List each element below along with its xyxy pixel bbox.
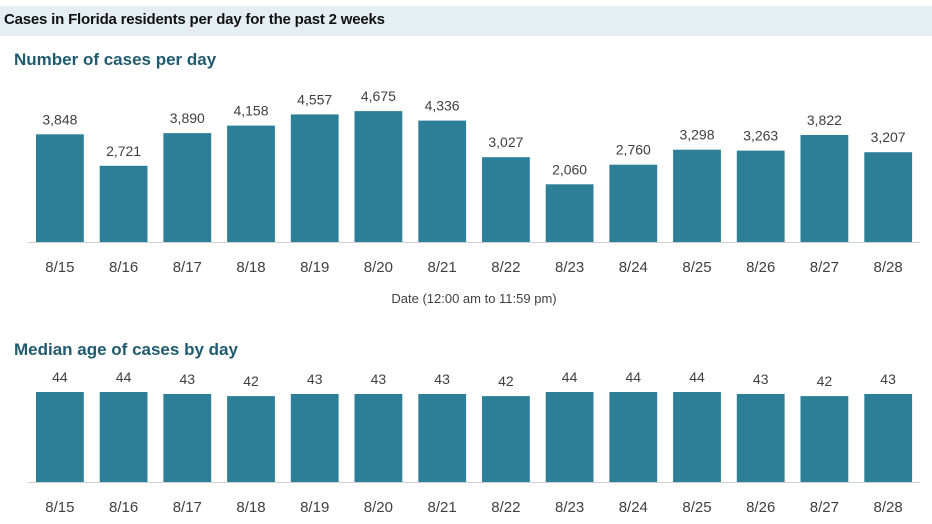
age-value-label: 43 (307, 371, 323, 387)
cases-bar-8-17 (163, 133, 212, 242)
cases-bar-8-23 (545, 184, 594, 242)
cases-value-label: 3,822 (807, 112, 842, 128)
age-bar-8-22 (482, 396, 530, 482)
cases-value-label: 3,207 (871, 129, 906, 145)
cases-value-label: 4,557 (297, 91, 332, 107)
cases-value-label: 3,848 (42, 111, 77, 127)
age-value-label: 43 (180, 371, 196, 387)
age-x-tick-label: 8/23 (555, 499, 584, 516)
age-value-label: 42 (817, 373, 833, 389)
age-x-tick-label: 8/27 (810, 499, 839, 516)
cases-bar-8-25 (673, 149, 721, 242)
age-value-label: 42 (243, 373, 259, 389)
cases-x-tick-label: 8/24 (619, 259, 648, 276)
cases-value-label: 2,060 (552, 161, 587, 177)
title-band (0, 6, 932, 36)
cases-x-tick-label: 8/23 (555, 259, 584, 276)
cases-x-axis-title: Date (12:00 am to 11:59 pm) (391, 291, 556, 306)
age-bar-8-24 (609, 392, 658, 482)
age-value-label: 43 (434, 371, 450, 387)
age-bar-8-19 (290, 394, 339, 482)
median-age-chart-title: Median age of cases by day (14, 340, 238, 359)
age-bar-8-18 (227, 396, 275, 482)
cases-bar-8-24 (609, 164, 658, 242)
cases-value-label: 3,027 (488, 134, 523, 150)
cases-value-label: 3,263 (743, 128, 778, 144)
age-x-tick-label: 8/17 (173, 499, 202, 516)
cases-x-tick-label: 8/25 (682, 259, 711, 276)
cases-value-label: 3,298 (679, 127, 714, 143)
cases-value-label: 4,336 (425, 98, 460, 114)
age-bar-8-17 (163, 394, 212, 482)
age-x-tick-label: 8/18 (236, 499, 265, 516)
cases-x-tick-label: 8/20 (364, 259, 393, 276)
cases-x-tick-label: 8/19 (300, 259, 329, 276)
cases-value-label: 2,760 (616, 142, 651, 158)
cases-bar-8-19 (290, 114, 339, 242)
cases-bar-8-27 (800, 135, 849, 242)
age-value-label: 43 (753, 371, 769, 387)
age-bar-8-21 (418, 394, 467, 482)
cases-value-label: 4,675 (361, 88, 396, 104)
cases-bar-8-20 (354, 111, 403, 242)
cases-x-tick-label: 8/17 (173, 259, 202, 276)
age-value-label: 44 (626, 369, 642, 385)
age-bar-8-25 (673, 392, 721, 482)
age-x-tick-label: 8/22 (491, 499, 520, 516)
cases-x-tick-label: 8/26 (746, 259, 775, 276)
cases-x-tick-label: 8/16 (109, 259, 138, 276)
cases-value-label: 4,158 (233, 103, 268, 119)
age-x-tick-label: 8/25 (682, 499, 711, 516)
age-x-tick-label: 8/15 (45, 499, 74, 516)
age-bar-8-15 (36, 392, 84, 482)
age-bar-8-27 (800, 396, 849, 482)
cases-x-tick-label: 8/27 (810, 259, 839, 276)
cases-x-tick-label: 8/18 (236, 259, 265, 276)
cases-bar-8-15 (36, 134, 84, 242)
age-x-tick-label: 8/16 (109, 499, 138, 516)
cases-bar-8-22 (482, 157, 530, 242)
age-value-label: 42 (498, 373, 514, 389)
age-bar-8-20 (354, 394, 403, 482)
cases-x-tick-label: 8/15 (45, 259, 74, 276)
age-x-tick-label: 8/24 (619, 499, 648, 516)
age-value-label: 44 (52, 369, 68, 385)
cases-value-label: 2,721 (106, 143, 141, 159)
age-value-label: 44 (562, 369, 578, 385)
age-bar-8-26 (736, 394, 785, 482)
age-value-label: 44 (116, 369, 132, 385)
cases-bar-8-28 (864, 152, 913, 242)
cases-value-label: 3,890 (170, 110, 205, 126)
cases-bar-8-26 (736, 150, 785, 242)
cases-x-tick-label: 8/28 (873, 259, 902, 276)
age-x-tick-label: 8/28 (873, 499, 902, 516)
age-x-tick-label: 8/20 (364, 499, 393, 516)
age-value-label: 43 (371, 371, 387, 387)
cases-x-tick-label: 8/21 (427, 259, 456, 276)
cases-bar-8-21 (418, 120, 467, 242)
age-value-label: 43 (880, 371, 896, 387)
age-x-tick-label: 8/21 (427, 499, 456, 516)
cases-bar-8-16 (99, 165, 148, 242)
cases-chart-title: Number of cases per day (14, 50, 217, 69)
age-value-label: 44 (689, 369, 705, 385)
cases-x-tick-label: 8/22 (491, 259, 520, 276)
age-x-tick-label: 8/19 (300, 499, 329, 516)
age-bar-8-16 (99, 392, 148, 482)
age-bar-8-23 (545, 392, 594, 482)
age-bar-8-28 (864, 394, 913, 482)
cases-bar-8-18 (227, 125, 275, 242)
page-title: Cases in Florida residents per day for t… (4, 11, 385, 28)
age-x-tick-label: 8/26 (746, 499, 775, 516)
